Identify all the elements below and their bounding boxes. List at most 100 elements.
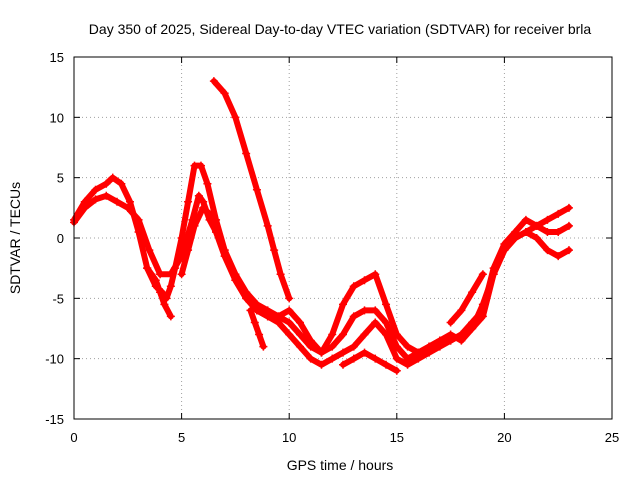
data-point <box>349 282 358 291</box>
data-point <box>274 318 283 327</box>
data-point <box>392 354 401 363</box>
data-point <box>160 300 169 309</box>
data-point <box>220 89 229 98</box>
data-point <box>102 191 111 200</box>
x-tick-label: 0 <box>70 430 77 445</box>
data-point <box>328 342 337 351</box>
data-point <box>117 179 126 188</box>
data-point <box>371 354 380 363</box>
data-point <box>196 161 205 170</box>
data-point <box>349 342 358 351</box>
y-tick-label: -10 <box>45 352 64 367</box>
data-point <box>285 294 294 303</box>
data-point <box>166 270 175 279</box>
data-point <box>113 197 122 206</box>
series-line-track-7 <box>340 349 400 374</box>
data-point <box>156 270 165 279</box>
data-point <box>360 276 369 285</box>
y-tick-label: 0 <box>57 231 64 246</box>
data-point <box>382 318 391 327</box>
data-point <box>151 276 160 285</box>
data-point <box>285 330 294 339</box>
data-point <box>123 203 132 212</box>
data-point <box>108 173 117 182</box>
data-point <box>306 342 315 351</box>
data-point <box>339 348 347 357</box>
data-point <box>435 342 444 351</box>
y-tick-label: 5 <box>57 171 64 186</box>
series-line-track-4 <box>210 78 293 302</box>
grid-lines <box>74 57 612 419</box>
series-line-track-3 <box>178 204 572 368</box>
data-point <box>231 113 240 122</box>
data-point <box>143 264 152 273</box>
data-point <box>392 366 401 375</box>
y-tick-label: -5 <box>52 291 64 306</box>
data-point <box>209 77 218 86</box>
data-point <box>205 209 214 218</box>
data-point <box>203 179 212 188</box>
data-point <box>252 185 261 194</box>
data-point <box>414 354 423 363</box>
data-point <box>478 270 487 279</box>
x-tick-label: 5 <box>178 430 185 445</box>
data-point <box>125 197 134 206</box>
data-point <box>242 294 251 303</box>
x-axis-label: GPS time / hours <box>287 457 394 473</box>
data-point <box>231 276 240 285</box>
data-point <box>166 282 175 291</box>
data-point <box>349 312 358 321</box>
data-point <box>184 197 193 206</box>
data-point <box>259 342 268 351</box>
data-point <box>360 306 369 315</box>
series-layer <box>70 77 573 375</box>
data-point <box>382 300 391 309</box>
data-point <box>564 221 573 230</box>
data-point <box>511 234 520 242</box>
data-point <box>285 318 294 327</box>
x-tick-label: 20 <box>497 430 511 445</box>
data-point <box>532 221 541 230</box>
data-point <box>349 354 358 363</box>
data-point <box>371 306 380 315</box>
data-point <box>91 195 100 204</box>
data-point <box>156 288 165 297</box>
data-point <box>382 330 391 339</box>
data-point <box>521 215 530 224</box>
data-point <box>250 318 259 327</box>
data-point <box>147 270 156 279</box>
data-point <box>446 336 455 345</box>
data-point <box>371 318 380 327</box>
x-tick-label: 10 <box>282 430 296 445</box>
data-point <box>403 360 412 369</box>
data-point <box>532 234 541 242</box>
data-point <box>317 360 326 369</box>
data-point <box>134 215 143 224</box>
data-point <box>220 252 229 261</box>
data-point <box>339 300 347 309</box>
data-point <box>478 300 487 309</box>
data-point <box>382 360 391 369</box>
data-point <box>246 306 255 315</box>
data-point <box>360 330 369 339</box>
data-point <box>328 354 337 363</box>
data-point <box>457 306 466 315</box>
data-point <box>194 191 203 200</box>
data-point <box>543 215 552 224</box>
data-point <box>145 246 154 255</box>
data-point <box>270 246 279 255</box>
data-point <box>263 221 272 230</box>
data-point <box>295 318 304 327</box>
data-point <box>371 270 380 279</box>
data-point <box>184 246 193 255</box>
data-point <box>80 203 89 212</box>
data-point <box>91 185 100 194</box>
data-point <box>199 203 208 212</box>
data-point <box>177 270 186 279</box>
data-point <box>554 227 563 236</box>
data-point <box>564 203 573 212</box>
data-point <box>403 342 412 351</box>
x-tick-label: 25 <box>605 430 619 445</box>
data-point <box>339 330 347 339</box>
